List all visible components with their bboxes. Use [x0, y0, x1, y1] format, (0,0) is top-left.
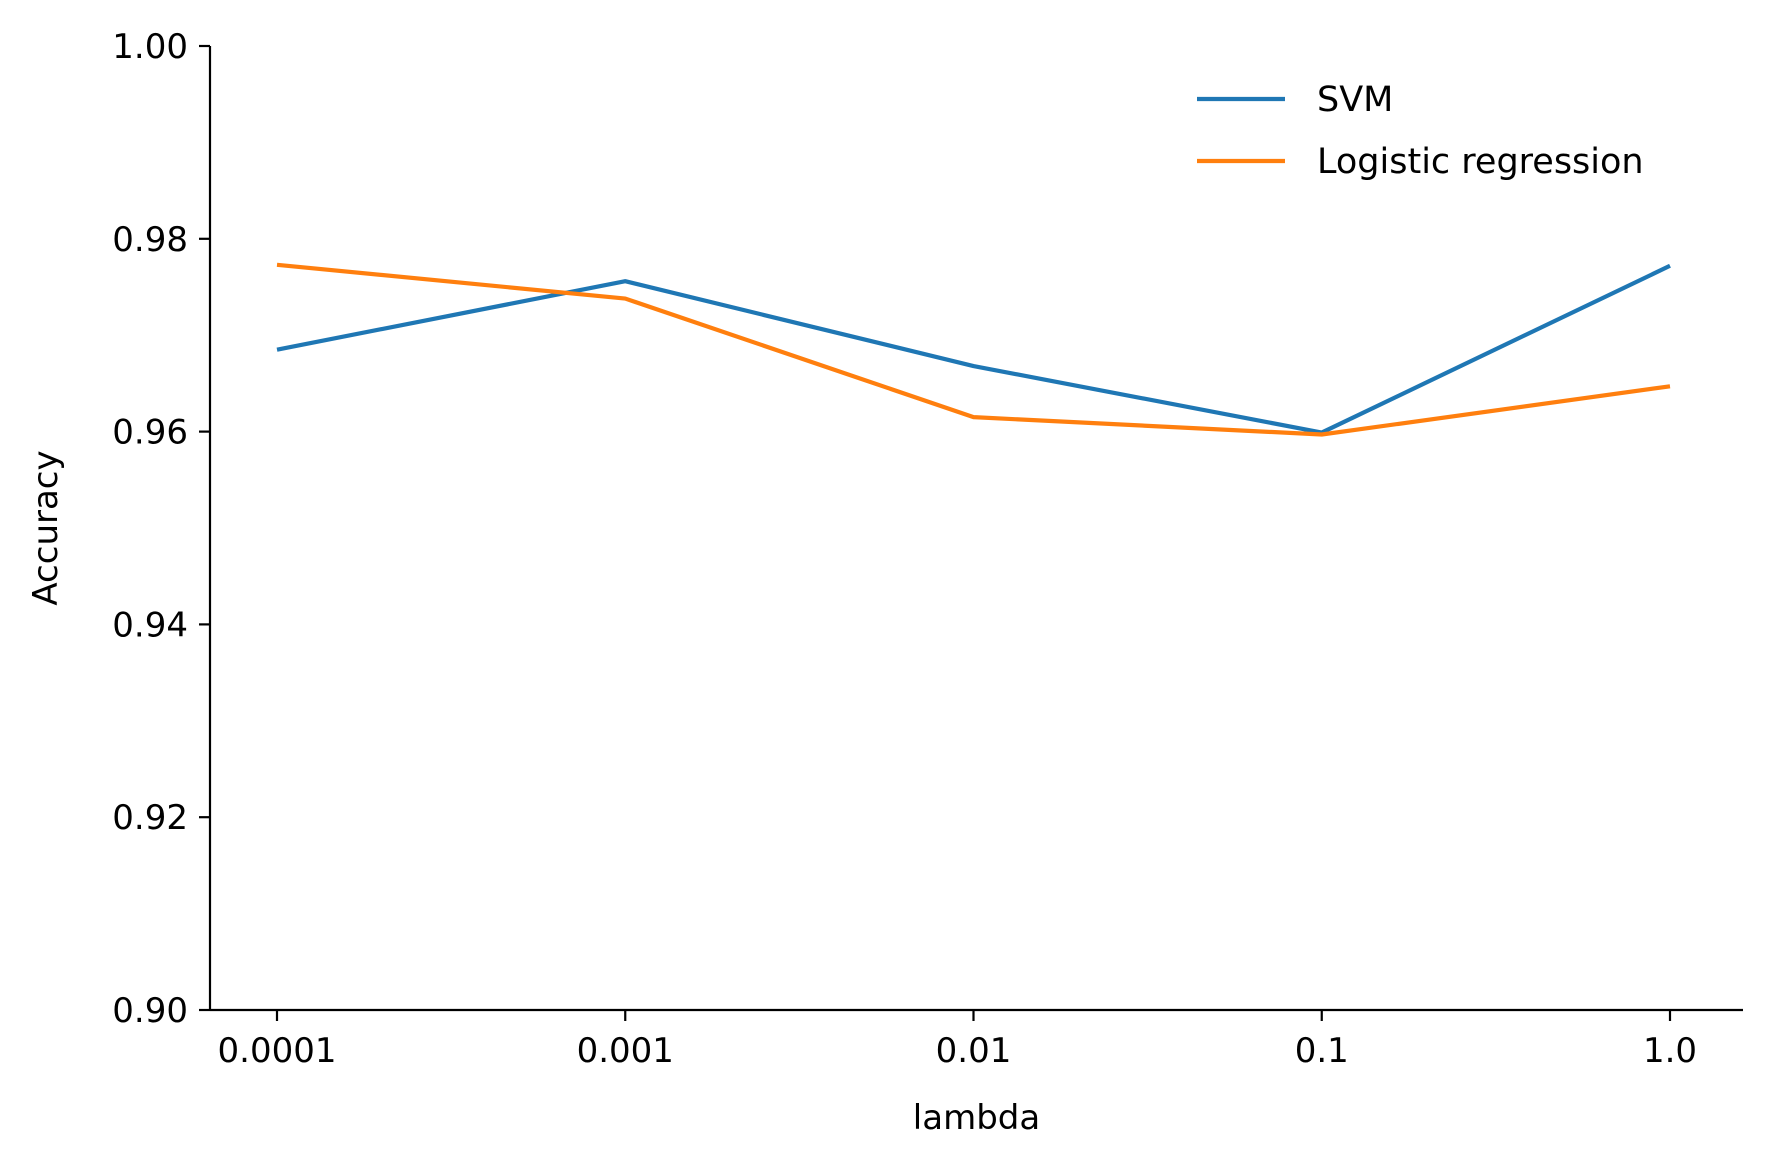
x-tick-label: 0.0001 — [218, 1031, 337, 1071]
legend-label-logistic-regression: Logistic regression — [1317, 142, 1644, 182]
y-tick-label: 0.92 — [112, 798, 188, 838]
series-line-svm — [276, 263, 1671, 435]
y-tick-label: 0.98 — [112, 220, 188, 260]
y-axis-ticks: 0.90 0.92 0.94 0.96 0.98 1.00 — [112, 27, 210, 1031]
y-tick-label: 0.94 — [112, 605, 188, 645]
legend-label-svm: SVM — [1317, 80, 1393, 120]
y-axis-title: Accuracy — [26, 450, 66, 605]
y-tick-label: 0.96 — [112, 413, 188, 453]
x-tick-label: 0.1 — [1295, 1031, 1349, 1071]
plot-area: 0.90 0.92 0.94 0.96 0.98 1.00 0.0001 0.001 0.01… — [112, 27, 1743, 1071]
legend: SVM Logistic regression — [1197, 80, 1644, 182]
x-axis-ticks: 0.0001 0.001 0.01 0.1 1.0 — [218, 1010, 1697, 1071]
x-tick-label: 0.01 — [936, 1031, 1012, 1071]
x-tick-label: 1.0 — [1643, 1031, 1697, 1071]
x-axis-title: lambda — [913, 1098, 1040, 1138]
y-tick-label: 0.90 — [112, 991, 188, 1031]
series-lines — [276, 262, 1671, 437]
y-tick-label: 1.00 — [112, 27, 188, 67]
series-line-logistic-regression — [276, 262, 1671, 437]
x-tick-label: 0.001 — [577, 1031, 674, 1071]
